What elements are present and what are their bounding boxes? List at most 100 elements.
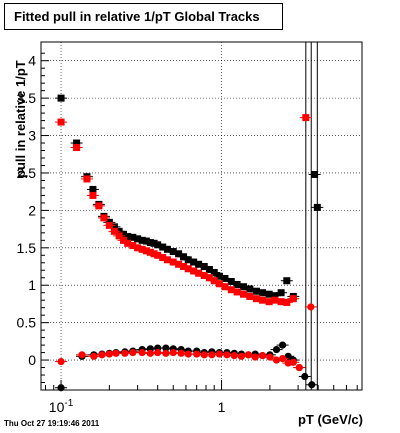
data-point — [134, 235, 142, 243]
data-point — [162, 349, 170, 357]
data-point — [129, 233, 137, 241]
data-point — [259, 296, 267, 304]
data-point — [57, 384, 65, 392]
data-point — [163, 256, 171, 264]
y-axis-label: pull in relative 1/pT — [13, 60, 28, 178]
data-point — [134, 244, 142, 252]
data-point — [239, 290, 247, 298]
data-point — [57, 94, 65, 102]
data-point — [100, 214, 108, 222]
data-point — [146, 239, 154, 247]
data-point — [184, 256, 192, 264]
data-point — [221, 283, 229, 291]
data-point — [138, 236, 146, 244]
data-point — [311, 170, 319, 178]
data-point — [307, 303, 315, 311]
data-point — [205, 266, 213, 274]
data-point — [258, 351, 267, 360]
data-point — [78, 351, 86, 359]
data-point — [175, 260, 183, 268]
data-point — [129, 242, 137, 250]
data-point — [237, 352, 246, 360]
data-point — [265, 290, 273, 298]
data-point — [146, 248, 154, 256]
data-point — [57, 357, 65, 366]
data-point — [265, 298, 273, 306]
x-axis-label: pT (GeV/c) — [297, 412, 363, 427]
data-point — [163, 245, 171, 253]
data-point — [98, 351, 106, 359]
data-point — [57, 118, 65, 126]
data-point — [190, 267, 198, 275]
y-tick-label: 2 — [28, 202, 36, 218]
data-point — [302, 114, 310, 122]
data-point — [205, 274, 213, 282]
timestamp: Thu Oct 27 19:19:46 2011 — [4, 419, 100, 428]
data-point — [233, 280, 241, 288]
data-point — [277, 289, 285, 297]
data-point — [200, 271, 208, 279]
y-tick-label: 3 — [28, 128, 36, 144]
data-point — [129, 348, 137, 357]
data-point — [210, 277, 218, 285]
data-point — [272, 356, 281, 364]
data-point — [271, 292, 279, 300]
data-point — [95, 202, 103, 210]
data-point — [200, 351, 208, 359]
data-point — [180, 253, 188, 261]
data-point — [230, 351, 238, 360]
data-point — [138, 245, 146, 253]
data-point — [193, 350, 201, 358]
data-point — [227, 277, 235, 285]
data-point — [289, 295, 297, 303]
data-point — [246, 285, 254, 293]
data-point — [124, 239, 132, 247]
data-point — [110, 223, 118, 231]
data-point — [121, 349, 129, 357]
data-point — [252, 295, 260, 303]
data-point — [154, 241, 162, 249]
data-point — [215, 280, 223, 288]
data-point — [239, 283, 247, 291]
data-point — [150, 239, 158, 247]
data-point — [184, 265, 192, 273]
data-point — [162, 344, 170, 352]
data-point — [313, 203, 321, 211]
data-point — [301, 372, 309, 381]
data-point — [138, 348, 146, 357]
data-point — [215, 272, 223, 280]
data-point — [150, 250, 158, 258]
data-point — [266, 353, 274, 361]
data-point — [180, 263, 188, 271]
data-point — [124, 233, 132, 241]
data-point — [289, 358, 297, 366]
data-point — [154, 251, 162, 259]
data-point — [175, 250, 183, 258]
y-tick-label: 4 — [28, 53, 36, 69]
data-point — [251, 353, 259, 361]
data-point — [278, 354, 287, 363]
data-point — [177, 349, 185, 357]
y-tick-label: 1.5 — [17, 240, 37, 256]
chart-title: Fitted pull in relative 1/pT Global Trac… — [4, 3, 283, 30]
data-point — [105, 221, 113, 229]
data-point — [246, 292, 254, 300]
data-point — [227, 286, 235, 294]
data-point — [89, 191, 97, 199]
data-point — [105, 350, 113, 358]
data-point — [142, 237, 150, 245]
y-tick-label: 0 — [28, 352, 36, 368]
data-point — [252, 287, 260, 295]
data-point — [272, 345, 281, 354]
x-tick-exponent: -1 — [64, 398, 73, 409]
data-point — [223, 351, 231, 359]
data-point — [215, 350, 224, 358]
data-point — [83, 175, 91, 183]
data-point — [210, 269, 218, 277]
data-point — [233, 288, 241, 296]
data-point — [271, 296, 279, 304]
data-point — [200, 263, 208, 271]
data-point — [89, 185, 97, 193]
data-point — [190, 258, 198, 266]
